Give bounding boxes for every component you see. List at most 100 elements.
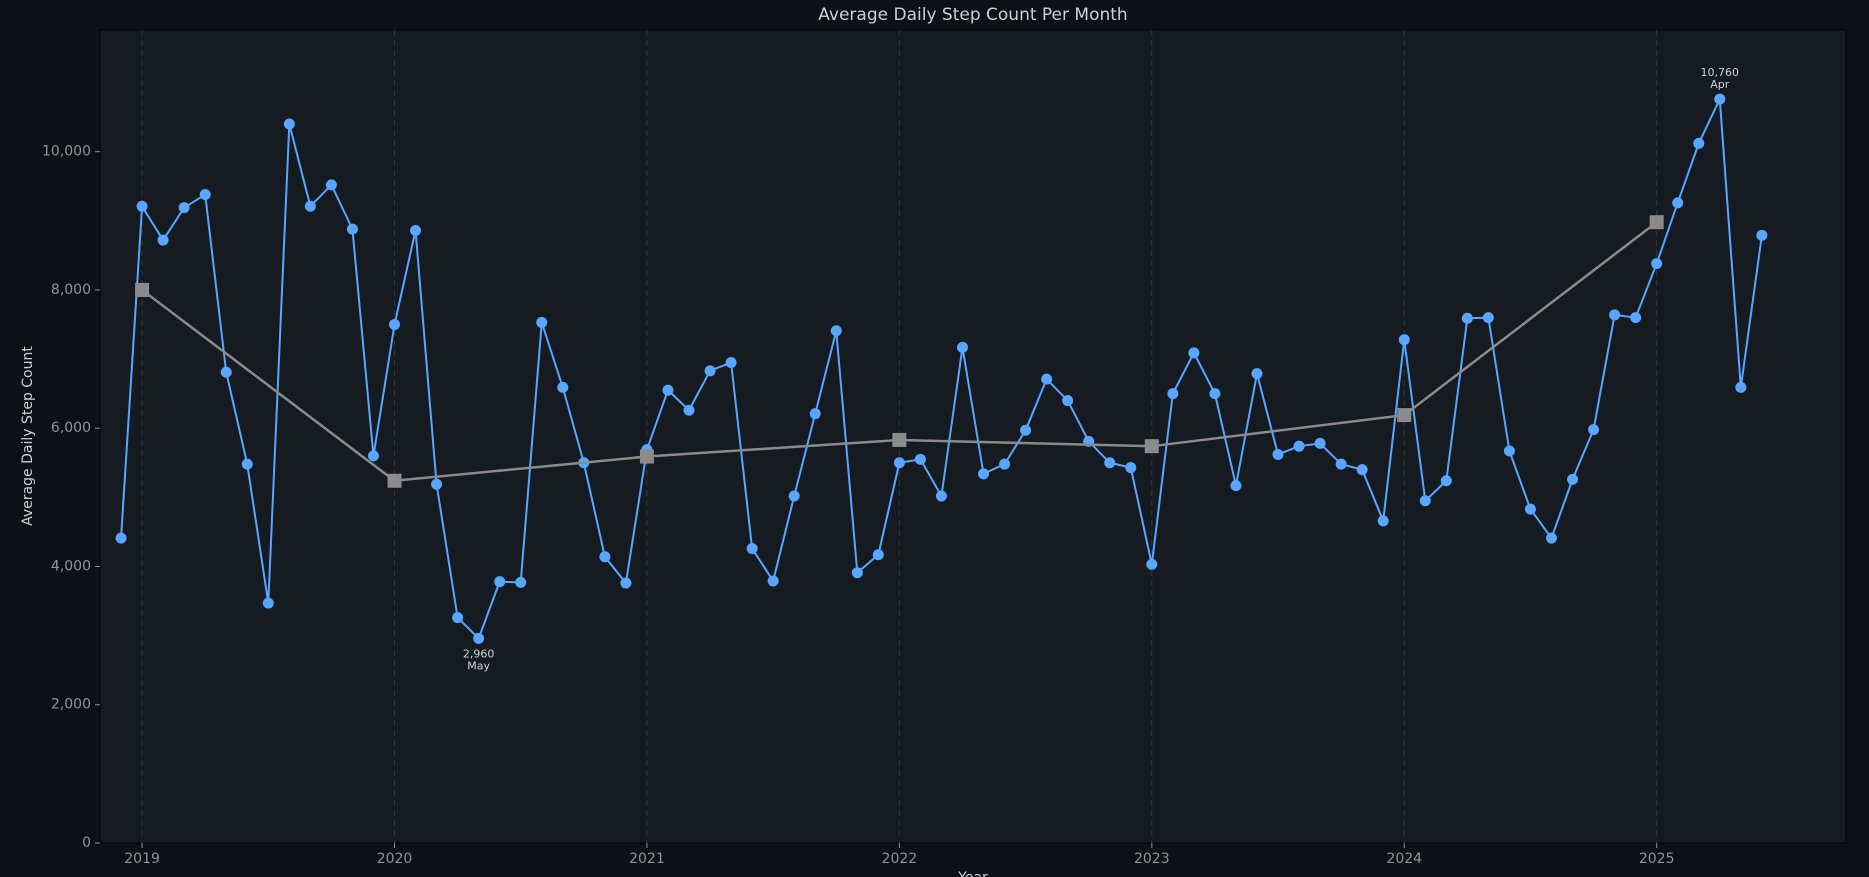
marker	[1293, 440, 1305, 452]
marker	[1588, 424, 1600, 436]
marker	[1230, 480, 1242, 492]
marker	[1735, 381, 1747, 393]
x-tick-label: 2020	[377, 851, 413, 867]
marker	[892, 432, 907, 447]
marker	[1397, 408, 1412, 423]
marker	[1503, 445, 1515, 457]
marker	[452, 612, 464, 624]
y-tick-label: 10,000	[42, 144, 91, 160]
x-axis-label: Year	[957, 870, 988, 877]
annotation: May	[467, 659, 490, 672]
marker	[325, 179, 337, 191]
marker	[220, 366, 232, 378]
x-tick-label: 2021	[629, 851, 665, 867]
marker	[1756, 229, 1768, 241]
marker	[1209, 388, 1221, 400]
marker	[725, 357, 737, 369]
marker	[1041, 373, 1053, 385]
marker	[1609, 309, 1621, 321]
marker	[914, 453, 926, 465]
marker	[387, 473, 402, 488]
marker	[851, 567, 863, 579]
marker	[1567, 473, 1579, 485]
marker	[262, 597, 274, 609]
x-tick-label: 2022	[882, 851, 918, 867]
marker	[893, 457, 905, 469]
marker	[1672, 197, 1684, 209]
marker	[767, 575, 779, 587]
marker	[1251, 368, 1263, 380]
marker	[410, 224, 422, 236]
x-tick-label: 2023	[1134, 851, 1170, 867]
marker	[1630, 312, 1642, 324]
annotation: 2,960	[463, 647, 495, 660]
marker	[1062, 395, 1074, 407]
marker	[746, 542, 758, 554]
chart-title: Average Daily Step Count Per Month	[818, 5, 1127, 25]
y-tick-label: 0	[82, 835, 91, 851]
y-tick-label: 4,000	[51, 558, 91, 574]
marker	[157, 234, 169, 246]
marker	[662, 384, 674, 396]
marker	[872, 549, 884, 561]
marker	[1314, 437, 1326, 449]
marker	[935, 490, 947, 502]
marker	[515, 576, 527, 588]
marker	[683, 404, 695, 416]
plot-area	[99, 29, 1847, 844]
marker	[1524, 503, 1536, 515]
marker	[389, 319, 401, 331]
marker	[557, 381, 569, 393]
marker	[1651, 258, 1663, 270]
marker	[115, 532, 127, 544]
marker	[494, 576, 506, 588]
marker	[639, 449, 654, 464]
marker	[135, 282, 150, 297]
marker	[1020, 424, 1032, 436]
annotation: Apr	[1710, 78, 1730, 91]
marker	[620, 577, 632, 589]
marker	[1104, 457, 1116, 469]
marker	[704, 365, 716, 377]
marker	[1714, 93, 1726, 105]
marker	[1125, 462, 1137, 474]
y-tick-label: 2,000	[51, 697, 91, 713]
marker	[599, 551, 611, 563]
marker	[367, 450, 379, 462]
marker	[1419, 495, 1431, 507]
marker	[999, 458, 1011, 470]
marker	[1482, 312, 1494, 324]
marker	[788, 490, 800, 502]
annotation: 10,760	[1701, 66, 1740, 79]
marker	[1144, 439, 1159, 454]
marker	[304, 200, 316, 212]
marker	[1356, 464, 1368, 476]
marker	[1545, 532, 1557, 544]
marker	[346, 223, 358, 235]
y-tick-label: 8,000	[51, 282, 91, 298]
x-tick-label: 2025	[1639, 851, 1675, 867]
marker	[830, 325, 842, 337]
marker	[978, 468, 990, 480]
marker	[1398, 334, 1410, 346]
marker	[241, 458, 253, 470]
marker	[136, 200, 148, 212]
marker	[178, 202, 190, 214]
y-tick-label: 6,000	[51, 420, 91, 436]
y-axis-label: Average Daily Step Count	[20, 346, 36, 526]
marker	[431, 478, 443, 490]
marker	[1461, 312, 1473, 324]
marker	[1188, 347, 1200, 359]
marker	[199, 189, 211, 201]
marker	[1272, 448, 1284, 460]
marker	[809, 408, 821, 420]
marker	[1335, 458, 1347, 470]
marker	[283, 118, 295, 130]
x-tick-label: 2024	[1386, 851, 1422, 867]
marker	[1146, 558, 1158, 570]
marker	[1377, 515, 1389, 527]
marker	[1167, 388, 1179, 400]
marker	[956, 341, 968, 353]
marker	[473, 632, 485, 644]
